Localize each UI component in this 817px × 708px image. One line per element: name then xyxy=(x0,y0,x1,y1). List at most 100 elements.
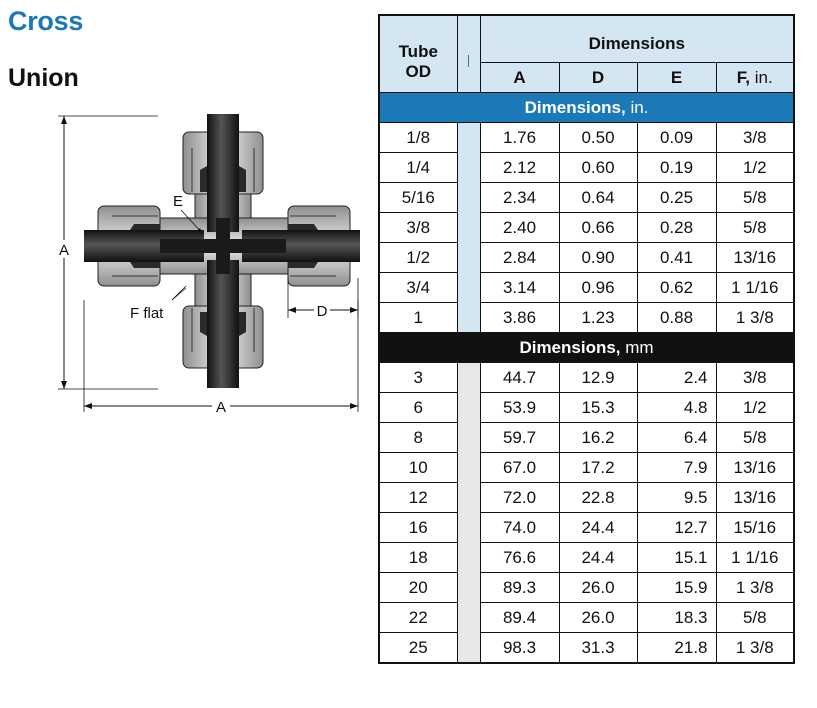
header-e: E xyxy=(636,62,717,93)
table-row: 22 89.4 26.0 18.3 5/8 xyxy=(378,602,795,633)
cell-d: 26.0 xyxy=(558,602,638,633)
cell-tube-od: 1/4 xyxy=(378,152,458,183)
dimension-a-horizontal: A xyxy=(83,300,359,416)
cell-a: 89.4 xyxy=(479,602,560,633)
page-title: Cross xyxy=(8,6,84,36)
dimension-f-label: F flat xyxy=(130,305,164,322)
cell-tube-od: 8 xyxy=(378,422,458,453)
table-row: 1/4 2.12 0.60 0.19 1/2 xyxy=(378,152,795,183)
table-row: 1/2 2.84 0.90 0.41 13/16 xyxy=(378,242,795,273)
cell-a: 67.0 xyxy=(479,452,560,483)
cell-tube-od: 5/16 xyxy=(378,182,458,213)
cell-d: 0.90 xyxy=(558,242,638,273)
cell-blank xyxy=(456,512,481,543)
cell-f: 1 3/8 xyxy=(715,572,795,603)
cell-f: 3/8 xyxy=(715,122,795,153)
cell-d: 24.4 xyxy=(558,512,638,543)
cell-blank xyxy=(456,302,481,333)
dimension-f: F flat xyxy=(130,285,187,322)
cell-e: 0.41 xyxy=(636,242,717,273)
table-row: 6 53.9 15.3 4.8 1/2 xyxy=(378,392,795,423)
dimension-a-horizontal-label: A xyxy=(216,399,226,416)
cell-a: 2.12 xyxy=(479,152,560,183)
table-row: 3/8 2.40 0.66 0.28 5/8 xyxy=(378,212,795,243)
cell-f: 1 1/16 xyxy=(715,542,795,573)
cell-tube-od: 22 xyxy=(378,602,458,633)
cell-tube-od: 1/8 xyxy=(378,122,458,153)
cell-d: 0.66 xyxy=(558,212,638,243)
cell-f: 5/8 xyxy=(715,422,795,453)
header-dimensions: Dimensions xyxy=(479,14,795,63)
cell-f: 5/8 xyxy=(715,212,795,243)
cell-blank xyxy=(456,362,481,393)
cell-e: 0.09 xyxy=(636,122,717,153)
cell-d: 0.96 xyxy=(558,272,638,303)
cross-body xyxy=(84,114,360,388)
cell-e: 2.4 xyxy=(636,362,717,393)
cell-tube-od: 3/4 xyxy=(378,272,458,303)
cell-a: 76.6 xyxy=(479,542,560,573)
cell-tube-od: 16 xyxy=(378,512,458,543)
cell-d: 1.23 xyxy=(558,302,638,333)
cell-tube-od: 1 xyxy=(378,302,458,333)
header-tube-od: Tube OD xyxy=(378,14,458,93)
cell-d: 24.4 xyxy=(558,542,638,573)
table-row: 3 44.7 12.9 2.4 3/8 xyxy=(378,362,795,393)
dimension-d: D xyxy=(287,278,359,320)
cell-blank xyxy=(456,632,481,663)
header-f: F, in. xyxy=(715,62,795,93)
cell-e: 12.7 xyxy=(636,512,717,543)
cell-e: 9.5 xyxy=(636,482,717,513)
cell-e: 0.62 xyxy=(636,272,717,303)
cell-f: 5/8 xyxy=(715,602,795,633)
cell-d: 0.50 xyxy=(558,122,638,153)
table-row: 3/4 3.14 0.96 0.62 1 1/16 xyxy=(378,272,795,303)
cell-e: 18.3 xyxy=(636,602,717,633)
cell-a: 3.14 xyxy=(479,272,560,303)
cell-a: 98.3 xyxy=(479,632,560,664)
cell-d: 26.0 xyxy=(558,572,638,603)
dimension-e: E xyxy=(173,193,204,235)
cell-a: 2.84 xyxy=(479,242,560,273)
table-row: 16 74.0 24.4 12.7 15/16 xyxy=(378,512,795,543)
table-row: 8 59.7 16.2 6.4 5/8 xyxy=(378,422,795,453)
cell-d: 31.3 xyxy=(558,632,638,664)
cell-d: 22.8 xyxy=(558,482,638,513)
cell-a: 53.9 xyxy=(479,392,560,423)
cell-blank xyxy=(456,182,481,213)
cell-blank xyxy=(456,452,481,483)
cell-d: 12.9 xyxy=(558,362,638,393)
dimension-a-vertical-label: A xyxy=(59,242,69,259)
cell-e: 15.1 xyxy=(636,542,717,573)
dimension-e-label: E xyxy=(173,193,183,210)
cell-e: 6.4 xyxy=(636,422,717,453)
cell-e: 0.88 xyxy=(636,302,717,333)
cross-union-diagram: A A xyxy=(54,114,360,416)
cell-f: 13/16 xyxy=(715,452,795,483)
table-row: 5/16 2.34 0.64 0.25 5/8 xyxy=(378,182,795,213)
cell-blank xyxy=(456,572,481,603)
table-row: 1 3.86 1.23 0.88 1 3/8 xyxy=(378,302,795,333)
cell-blank xyxy=(456,272,481,303)
cell-tube-od: 12 xyxy=(378,482,458,513)
cell-blank xyxy=(456,602,481,633)
cell-blank xyxy=(456,422,481,453)
table-row: 12 72.0 22.8 9.5 13/16 xyxy=(378,482,795,513)
dimension-d-label: D xyxy=(317,303,328,320)
cell-f: 13/16 xyxy=(715,482,795,513)
cell-d: 0.60 xyxy=(558,152,638,183)
cell-f: 15/16 xyxy=(715,512,795,543)
cell-blank xyxy=(456,122,481,153)
cell-a: 89.3 xyxy=(479,572,560,603)
cell-f: 3/8 xyxy=(715,362,795,393)
cell-a: 2.40 xyxy=(479,212,560,243)
cell-a: 3.86 xyxy=(479,302,560,333)
header-a: A xyxy=(479,62,560,93)
cell-e: 0.28 xyxy=(636,212,717,243)
cell-a: 44.7 xyxy=(479,362,560,393)
section-inches-header: Dimensions, in. xyxy=(378,92,795,123)
cell-tube-od: 3 xyxy=(378,362,458,393)
cell-d: 0.64 xyxy=(558,182,638,213)
cell-e: 21.8 xyxy=(636,632,717,664)
cell-e: 15.9 xyxy=(636,572,717,603)
